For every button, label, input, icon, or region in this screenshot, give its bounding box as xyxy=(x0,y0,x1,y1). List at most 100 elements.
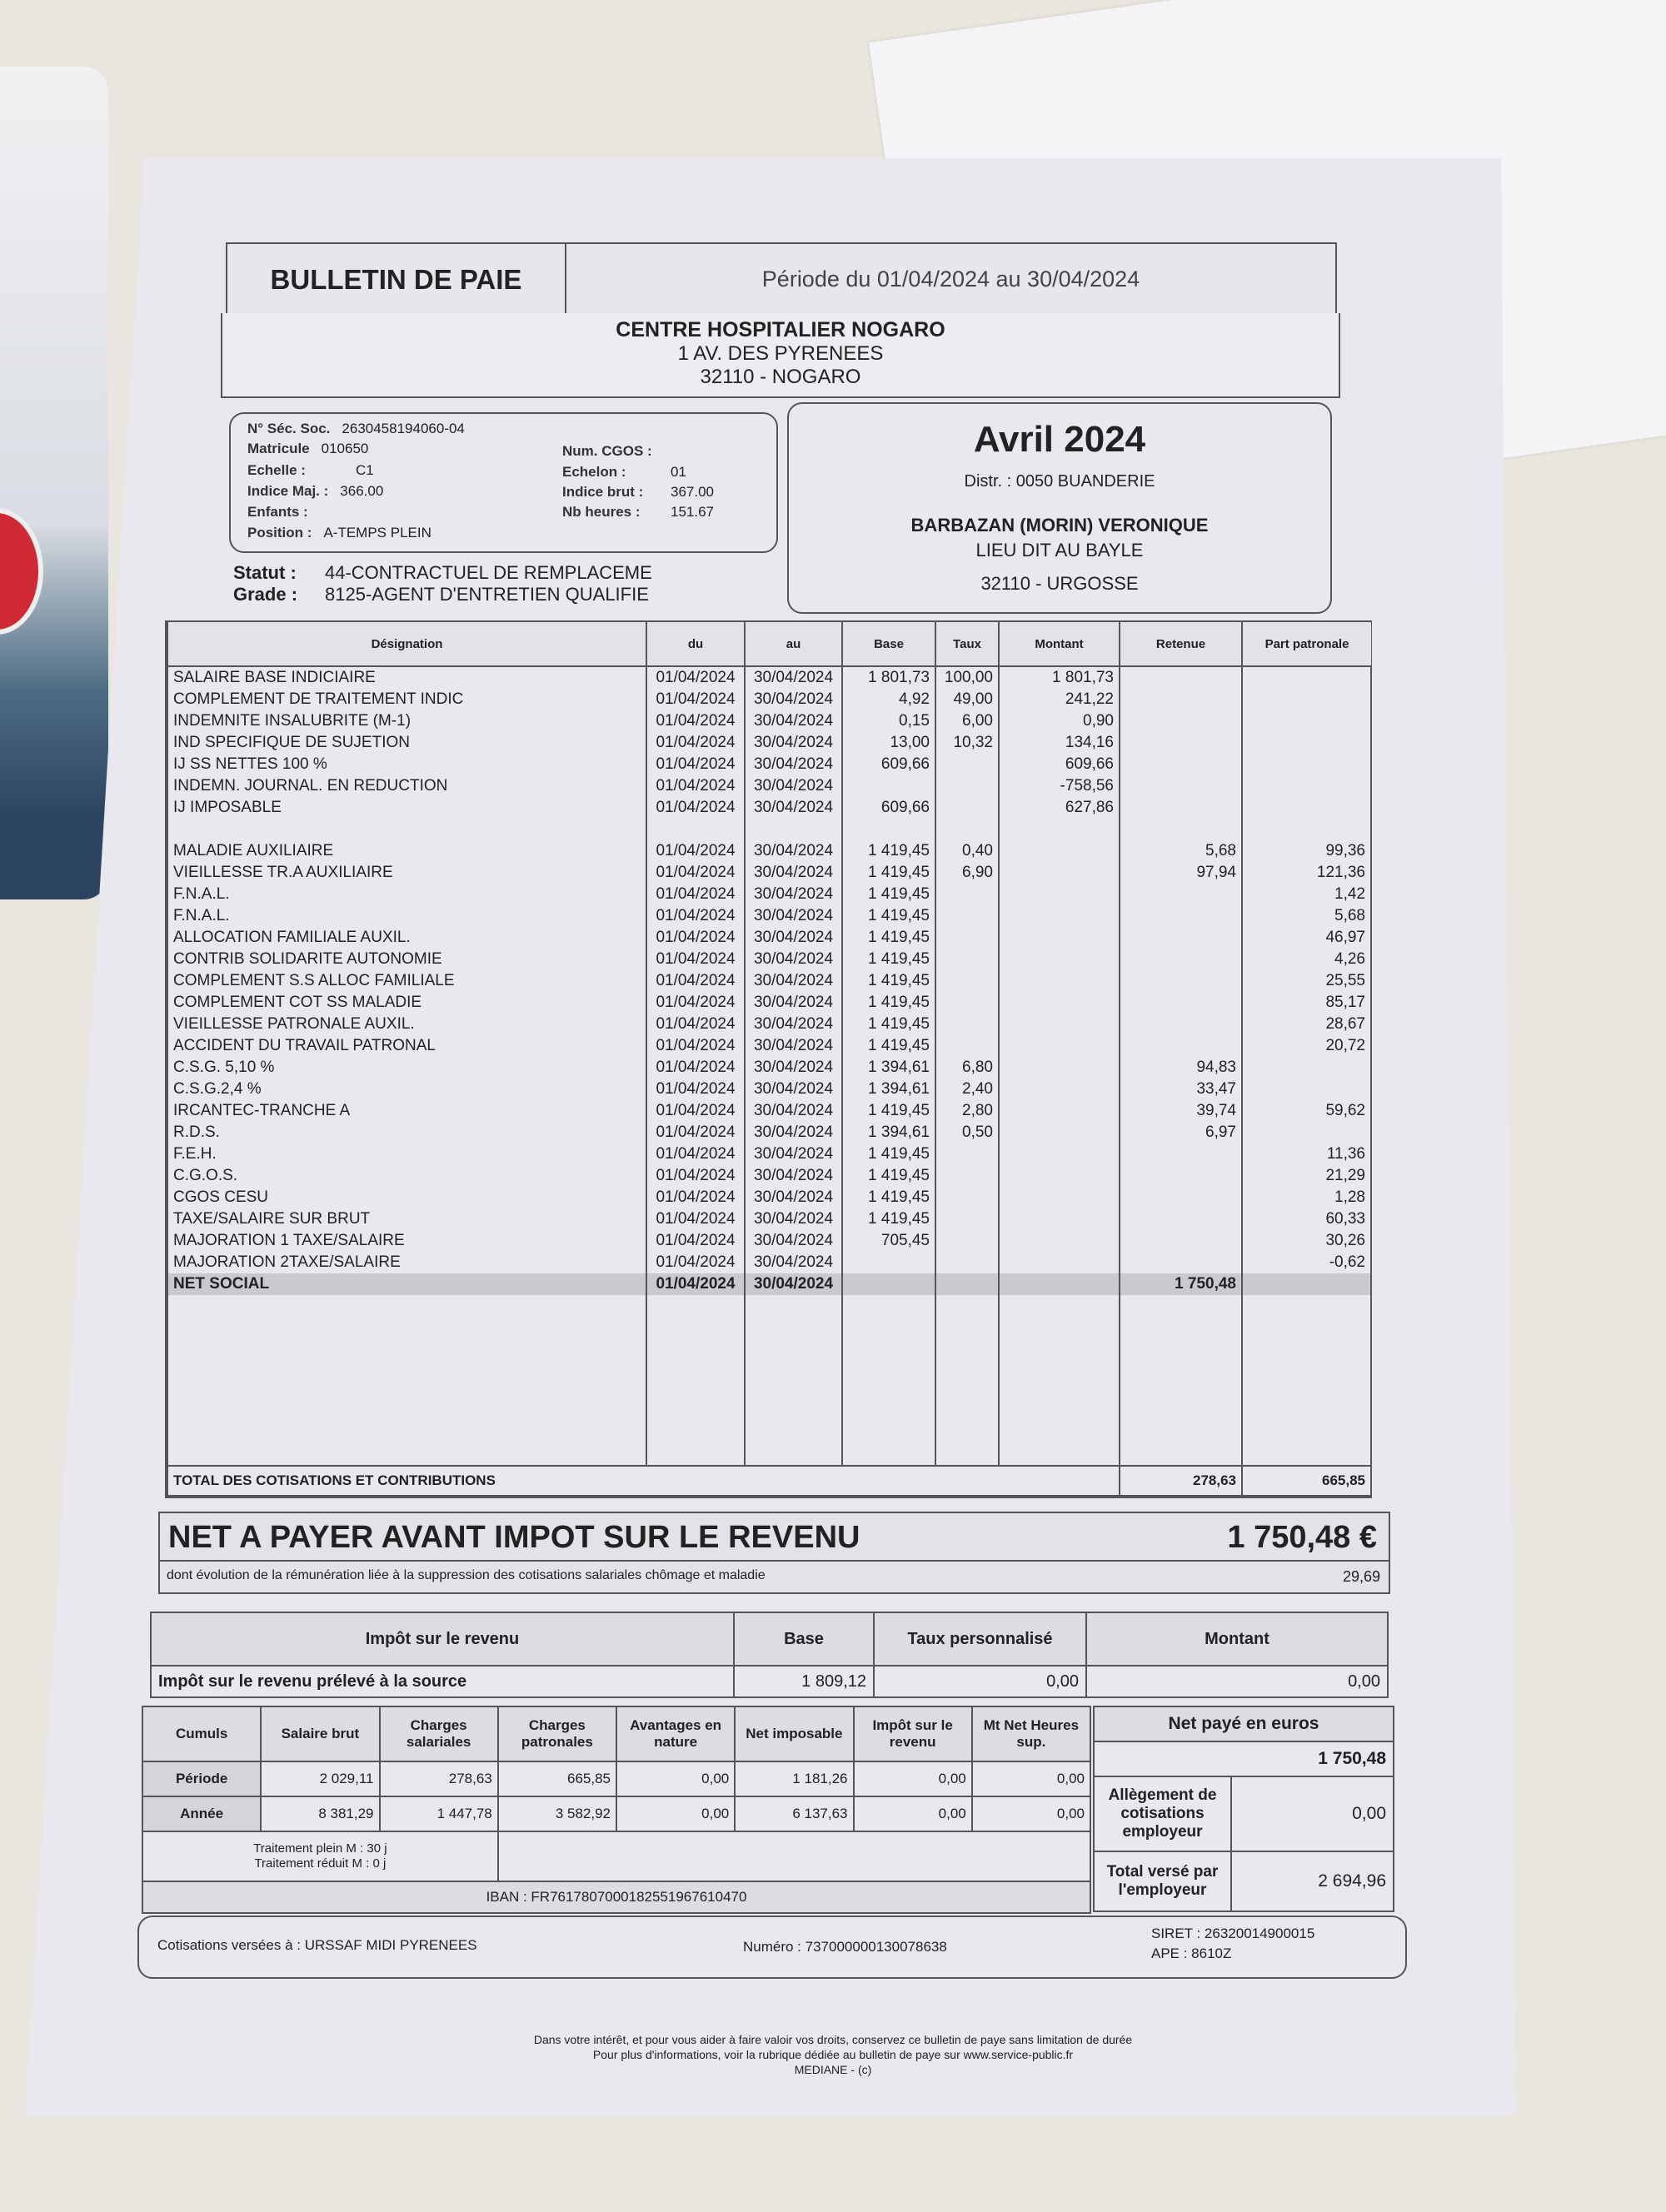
col-du: du xyxy=(646,622,745,667)
cell-montant: 1 801,73 xyxy=(998,666,1120,689)
cell-du: 01/04/2024 xyxy=(646,689,746,710)
grade-value: 8125-AGENT D'ENTRETIEN QUALIFIE xyxy=(325,584,649,605)
cell-montant: 609,66 xyxy=(998,754,1120,775)
cell-du: 01/04/2024 xyxy=(646,732,746,754)
cell-retenue xyxy=(1119,1035,1243,1057)
cell-designation: NET SOCIAL xyxy=(167,1273,647,1295)
cell-retenue xyxy=(1119,1165,1243,1187)
cell-part: 25,55 xyxy=(1241,970,1372,992)
table-row: MAJORATION 2TAXE/SALAIRE 01/04/2024 30/04/… xyxy=(167,1252,1372,1273)
table-row: C.S.G. 5,10 % 01/04/2024 30/04/2024 1 394,6… xyxy=(167,1057,1372,1079)
cell-du xyxy=(646,819,746,840)
cell-retenue xyxy=(1119,1230,1243,1252)
cell-taux xyxy=(935,754,1000,775)
cell-au: 30/04/2024 xyxy=(744,1230,843,1252)
cell-du: 01/04/2024 xyxy=(646,1122,746,1143)
cell-du: 01/04/2024 xyxy=(646,754,746,775)
cell-part: 46,97 xyxy=(1241,927,1372,949)
cell-du: 01/04/2024 xyxy=(646,949,746,970)
table-row: VIEILLESSE TR.A AUXILIAIRE 01/04/2024 30/0… xyxy=(167,862,1372,884)
cell-base: 1 419,45 xyxy=(841,840,936,862)
cell-taux xyxy=(935,1187,1000,1208)
cell-du: 01/04/2024 xyxy=(646,992,746,1014)
cell-montant xyxy=(998,905,1120,927)
employee-address-line1: LIEU DIT AU BAYLE xyxy=(975,540,1144,560)
total-label: TOTAL DES COTISATIONS ET CONTRIBUTIONS xyxy=(167,1465,1120,1497)
cell-base: 4,92 xyxy=(841,689,936,710)
cell-retenue xyxy=(1119,666,1243,689)
cumuls-cell: 0,00 xyxy=(615,1761,736,1797)
traitement-reduit: Traitement réduit M : 0 j xyxy=(254,1856,387,1871)
cell-part: 85,17 xyxy=(1241,992,1372,1014)
cell-taux: 2,80 xyxy=(935,1100,1000,1122)
cell-retenue xyxy=(1119,710,1243,732)
cell-au xyxy=(744,819,843,840)
cell-base: 1 419,45 xyxy=(841,1165,936,1187)
cell-part xyxy=(1241,1079,1372,1100)
cell-taux: 6,90 xyxy=(935,862,1000,884)
cumuls-row-label: Période xyxy=(141,1761,262,1797)
cell-retenue xyxy=(1119,1014,1243,1035)
cell-designation: INDEMNITE INSALUBRITE (M-1) xyxy=(167,710,647,732)
net-payable-block: NET A PAYER AVANT IMPOT SUR LE REVENU 1 … xyxy=(158,1512,1390,1594)
siret: SIRET : 26320014900015 xyxy=(1151,1926,1315,1941)
echelon-label: Echelon : xyxy=(562,464,626,480)
table-row: C.G.O.S. 01/04/2024 30/04/2024 1 419,45 21,2… xyxy=(167,1165,1372,1187)
cell-taux: 6,00 xyxy=(935,710,1000,732)
cell-retenue xyxy=(1119,884,1243,905)
cell-retenue xyxy=(1119,1187,1243,1208)
cell-designation: SALAIRE BASE INDICIAIRE xyxy=(167,666,647,689)
legal-notes: Dans votre intérêt, et pour vous aider à… xyxy=(250,2032,1416,2077)
payment-summary: Net payé en euros 1 750,48 Allègement de… xyxy=(1093,1706,1394,1912)
col-retenue: Retenue xyxy=(1119,622,1242,667)
cell-montant xyxy=(998,819,1120,840)
cell-montant xyxy=(998,1273,1120,1295)
cell-au: 30/04/2024 xyxy=(744,1014,843,1035)
cumuls-cell: 665,85 xyxy=(496,1761,618,1797)
employee-info-box: N° Séc. Soc. 2630458194060-04 Matricule 01… xyxy=(229,412,778,553)
cell-du: 01/04/2024 xyxy=(646,1100,746,1122)
cumuls-cell: 3 582,92 xyxy=(496,1796,618,1832)
col-montant: Montant xyxy=(998,622,1120,667)
tax-header-label: Impôt sur le revenu xyxy=(150,1612,735,1666)
cell-part: -0,62 xyxy=(1241,1252,1372,1273)
table-row: CONTRIB SOLIDARITE AUTONOMIE 01/04/2024 30… xyxy=(167,949,1372,970)
cell-part xyxy=(1241,754,1372,775)
cell-designation: IND SPECIFIQUE DE SUJETION xyxy=(167,732,647,754)
cell-base: 1 419,45 xyxy=(841,1208,936,1230)
cell-au: 30/04/2024 xyxy=(744,905,843,927)
cell-designation: F.N.A.L. xyxy=(167,905,647,927)
cell-part: 20,72 xyxy=(1241,1035,1372,1057)
cumuls-table: Cumuls Salaire brut Charges salariales Char… xyxy=(141,1706,1092,1914)
cell-au: 30/04/2024 xyxy=(744,1273,843,1295)
cell-base: 609,66 xyxy=(841,754,936,775)
table-row: INDEMNITE INSALUBRITE (M-1) 01/04/2024 30/… xyxy=(167,710,1372,732)
cell-taux: 2,40 xyxy=(935,1079,1000,1100)
cell-au: 30/04/2024 xyxy=(744,689,843,710)
cell-part: 28,67 xyxy=(1241,1014,1372,1035)
cell-au: 30/04/2024 xyxy=(744,927,843,949)
cell-designation: F.N.A.L. xyxy=(167,884,647,905)
cell-part xyxy=(1241,1122,1372,1143)
cell-au: 30/04/2024 xyxy=(744,1035,843,1057)
table-row: SALAIRE BASE INDICIAIRE 01/04/2024 30/04/2… xyxy=(167,666,1372,689)
tax-header-base: Base xyxy=(733,1612,875,1666)
cell-taux: 10,32 xyxy=(935,732,1000,754)
table-row: ALLOCATION FAMILIALE AUXIL. 01/04/2024 30/… xyxy=(167,927,1372,949)
cell-montant xyxy=(998,1014,1120,1035)
traitement-info: Traitement plein M : 30 j Traitement rédu… xyxy=(142,1831,499,1882)
net-evolution-value: 29,69 xyxy=(1342,1568,1380,1585)
cell-base xyxy=(841,775,936,797)
cumuls-cell: 1 447,78 xyxy=(378,1796,499,1832)
employer-address-line1: 1 AV. DES PYRENEES xyxy=(677,342,884,365)
cumuls-col-header: Impôt sur le revenu xyxy=(852,1706,973,1762)
cell-base: 13,00 xyxy=(841,732,936,754)
cell-designation: COMPLEMENT S.S ALLOC FAMILIALE xyxy=(167,970,647,992)
cell-retenue xyxy=(1119,905,1243,927)
cumuls-cell: 1 181,26 xyxy=(734,1761,855,1797)
cell-taux xyxy=(935,905,1000,927)
cell-taux xyxy=(935,992,1000,1014)
cell-base: 1 419,45 xyxy=(841,970,936,992)
document-title: BULLETIN DE PAIE xyxy=(227,244,566,315)
cell-designation: COMPLEMENT DE TRAITEMENT INDIC xyxy=(167,689,647,710)
